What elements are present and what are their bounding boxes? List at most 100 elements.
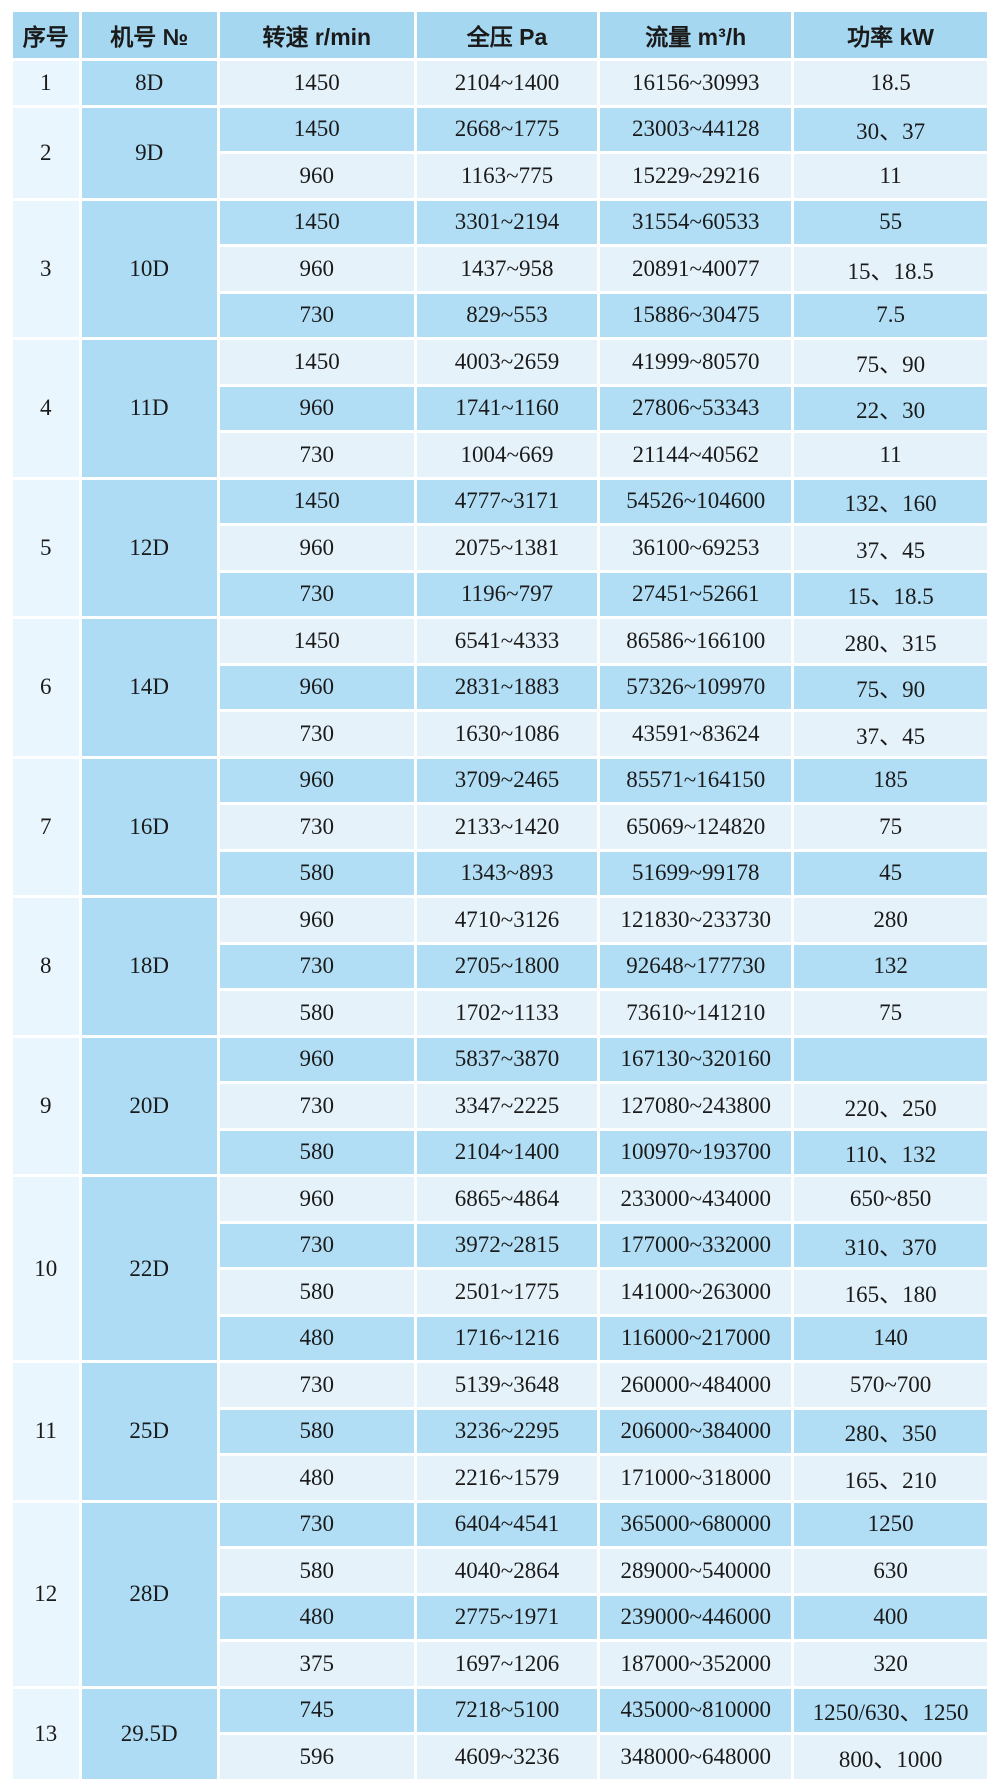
model-cell: 9D [81, 107, 217, 198]
flow-cell: 177000~332000 [600, 1223, 792, 1267]
table-row: 580 1702~1133 73610~141210 75 [13, 991, 987, 1035]
speed-cell: 745 [219, 1688, 414, 1732]
speed-cell: 596 [219, 1735, 414, 1779]
table-row: 4 11D 1450 4003~2659 41999~80570 75、90 [13, 340, 987, 477]
flow-cell: 15229~29216 [600, 154, 792, 198]
speed-cell: 960 [219, 665, 414, 709]
serial-number-cell: 6 [13, 619, 79, 756]
table-header: 序号 机号 № 转速 r/min 全压 Pa 流量 m³/h 功率 kW [13, 12, 987, 58]
flow-cell: 121830~233730 [600, 898, 792, 942]
model-cell: 8D [81, 61, 217, 105]
speed-cell: 480 [219, 1316, 414, 1360]
power-cell: 11 [794, 154, 987, 198]
table-row: 9 20D 960 5837~3870 167130~320160 [13, 1037, 987, 1174]
header-flow-rate: 流量 m³/h [600, 12, 792, 58]
pressure-cell: 6865~4864 [416, 1177, 598, 1221]
power-cell: 185 [794, 758, 987, 802]
power-cell: 75 [794, 991, 987, 1035]
flow-cell: 20891~40077 [600, 247, 792, 291]
speed-cell: 375 [219, 1642, 414, 1686]
flow-cell: 43591~83624 [600, 712, 792, 756]
pressure-cell: 1196~797 [416, 572, 598, 616]
serial-number-cell: 8 [13, 898, 79, 1035]
power-cell: 630 [794, 1549, 987, 1593]
table-row: 730 829~553 15886~30475 7.5 [13, 293, 987, 337]
flow-cell: 187000~352000 [600, 1642, 792, 1686]
pressure-cell: 2705~1800 [416, 944, 598, 988]
table-row: 960 2831~1883 57326~109970 75、90 [13, 665, 987, 709]
serial-number-cell: 13 [13, 1688, 79, 1779]
pressure-cell: 829~553 [416, 293, 598, 337]
serial-number-cell: 2 [13, 107, 79, 198]
speed-cell: 960 [219, 758, 414, 802]
flow-cell: 100970~193700 [600, 1130, 792, 1174]
flow-cell: 348000~648000 [600, 1735, 792, 1779]
flow-cell: 127080~243800 [600, 1084, 792, 1128]
power-cell: 320 [794, 1642, 987, 1686]
power-cell: 37、45 [794, 712, 987, 756]
pressure-cell: 2831~1883 [416, 665, 598, 709]
model-cell: 10D [81, 200, 217, 337]
pressure-cell: 3972~2815 [416, 1223, 598, 1267]
header-power: 功率 kW [794, 12, 987, 58]
power-cell: 37、45 [794, 526, 987, 570]
speed-cell: 580 [219, 991, 414, 1035]
table-row: 1 8D 1450 2104~1400 16156~30993 18.5 [13, 61, 987, 105]
serial-number-cell: 10 [13, 1177, 79, 1360]
model-cell: 25D [81, 1363, 217, 1500]
model-cell: 29.5D [81, 1688, 217, 1779]
flow-cell: 41999~80570 [600, 340, 792, 384]
speed-cell: 480 [219, 1456, 414, 1500]
serial-number-cell: 1 [13, 61, 79, 105]
speed-cell: 1450 [219, 619, 414, 663]
header-row: 序号 机号 № 转速 r/min 全压 Pa 流量 m³/h 功率 kW [13, 12, 987, 58]
pressure-cell: 1716~1216 [416, 1316, 598, 1360]
pressure-cell: 3301~2194 [416, 200, 598, 244]
speed-cell: 1450 [219, 61, 414, 105]
speed-cell: 730 [219, 433, 414, 477]
power-cell: 800、1000 [794, 1735, 987, 1779]
power-cell: 110、132 [794, 1130, 987, 1174]
power-cell: 75、90 [794, 340, 987, 384]
table-row: 580 2104~1400 100970~193700 110、132 [13, 1130, 987, 1174]
table-row: 580 2501~1775 141000~263000 165、180 [13, 1270, 987, 1314]
power-cell: 165、210 [794, 1456, 987, 1500]
table-row: 730 2705~1800 92648~177730 132 [13, 944, 987, 988]
table-row: 730 3347~2225 127080~243800 220、250 [13, 1084, 987, 1128]
power-cell: 132、160 [794, 479, 987, 523]
pressure-cell: 4040~2864 [416, 1549, 598, 1593]
flow-cell: 51699~99178 [600, 851, 792, 895]
model-cell: 28D [81, 1502, 217, 1686]
pressure-cell: 4003~2659 [416, 340, 598, 384]
power-cell: 15、18.5 [794, 572, 987, 616]
speed-cell: 1450 [219, 200, 414, 244]
flow-cell: 206000~384000 [600, 1409, 792, 1453]
pressure-cell: 1697~1206 [416, 1642, 598, 1686]
flow-cell: 27451~52661 [600, 572, 792, 616]
speed-cell: 960 [219, 154, 414, 198]
power-cell: 7.5 [794, 293, 987, 337]
pressure-cell: 1630~1086 [416, 712, 598, 756]
flow-cell: 141000~263000 [600, 1270, 792, 1314]
pressure-cell: 3236~2295 [416, 1409, 598, 1453]
speed-cell: 580 [219, 1270, 414, 1314]
power-cell: 280、350 [794, 1409, 987, 1453]
pressure-cell: 5837~3870 [416, 1037, 598, 1081]
flow-cell: 116000~217000 [600, 1316, 792, 1360]
pressure-cell: 5139~3648 [416, 1363, 598, 1407]
power-cell: 570~700 [794, 1363, 987, 1407]
flow-cell: 57326~109970 [600, 665, 792, 709]
flow-cell: 36100~69253 [600, 526, 792, 570]
serial-number-cell: 5 [13, 479, 79, 616]
speed-cell: 580 [219, 1409, 414, 1453]
flow-cell: 92648~177730 [600, 944, 792, 988]
pressure-cell: 6541~4333 [416, 619, 598, 663]
model-cell: 16D [81, 758, 217, 895]
table-row: 960 1741~1160 27806~53343 22、30 [13, 386, 987, 430]
model-cell: 18D [81, 898, 217, 1035]
table-row: 3 10D 1450 3301~2194 31554~60533 55 [13, 200, 987, 337]
power-cell: 165、180 [794, 1270, 987, 1314]
power-cell: 75、90 [794, 665, 987, 709]
table-row: 580 4040~2864 289000~540000 630 [13, 1549, 987, 1593]
speed-cell: 730 [219, 1363, 414, 1407]
